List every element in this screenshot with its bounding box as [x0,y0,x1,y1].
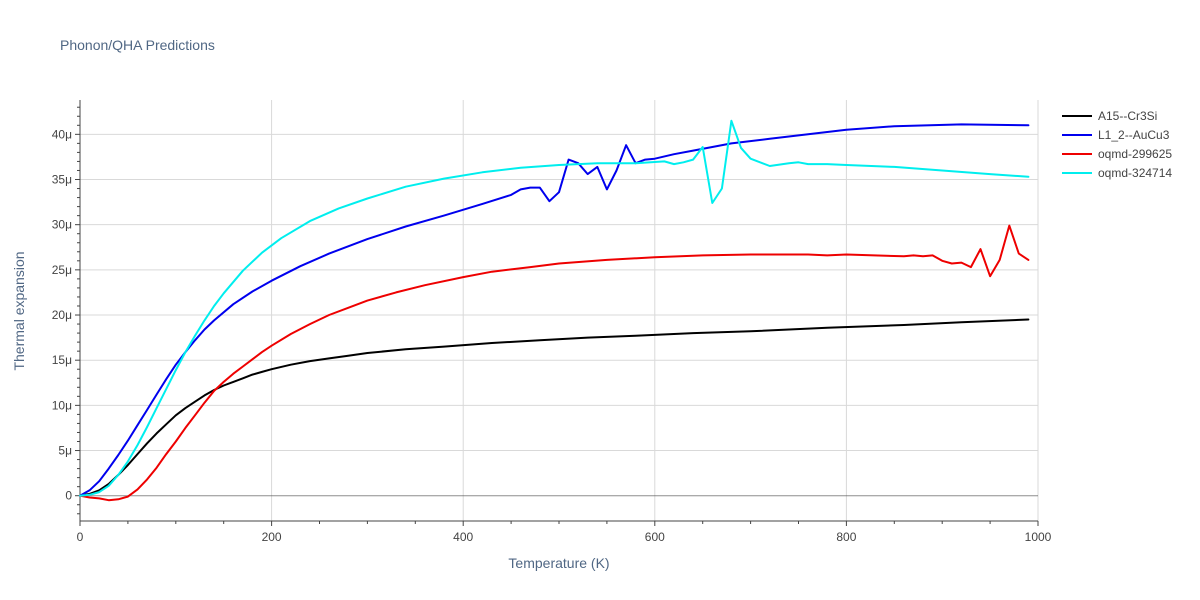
y-tick-label: 25μ [52,263,72,277]
y-tick-label: 30μ [52,218,72,232]
legend-item-oqmd-299625[interactable]: oqmd-299625 [1062,147,1172,161]
x-tick-label: 1000 [1025,530,1052,544]
legend-label: A15--Cr3Si [1098,109,1157,123]
series-line-oqmd-299625 [79,224,1030,502]
legend-item-oqmd-324714[interactable]: oqmd-324714 [1062,166,1172,180]
series-line-oqmd-324714 [79,119,1030,497]
legend-label: oqmd-299625 [1098,147,1172,161]
legend-label: oqmd-324714 [1098,166,1172,180]
y-tick-label: 15μ [52,353,72,367]
grid [80,100,1039,521]
legend-item-L1_2--AuCu3[interactable]: L1_2--AuCu3 [1062,128,1170,142]
x-tick-label: 800 [836,530,856,544]
x-tick-label: 200 [262,530,282,544]
x-tick-label: 600 [645,530,665,544]
x-tick-label: 400 [453,530,473,544]
x-axis-title: Temperature (K) [508,555,609,571]
chart-title: Phonon/QHA Predictions [60,37,215,53]
legend-label: L1_2--AuCu3 [1098,128,1170,142]
y-tick-label: 5μ [58,444,72,458]
series-line-A15--Cr3Si [79,318,1030,497]
y-tick-label: 10μ [52,398,72,412]
axes: 0 200 400 600 800 1000 0 5μ 10μ 15μ 20μ 25μ 30μ 35μ 40… [52,100,1052,544]
series-line-L1_2--AuCu3 [79,123,1030,497]
y-axis-title: Thermal expansion [11,251,27,370]
x-tick-label: 0 [77,530,84,544]
plot-area [79,119,1030,502]
legend-item-A15--Cr3Si[interactable]: A15--Cr3Si [1062,109,1157,123]
legend[interactable]: A15--Cr3Si L1_2--AuCu3 oqmd-299625 oqmd-324… [1062,109,1172,180]
y-tick-label: 0 [65,489,72,503]
y-tick-label: 35μ [52,173,72,187]
y-tick-label: 40μ [52,127,72,141]
y-tick-label: 20μ [52,308,72,322]
